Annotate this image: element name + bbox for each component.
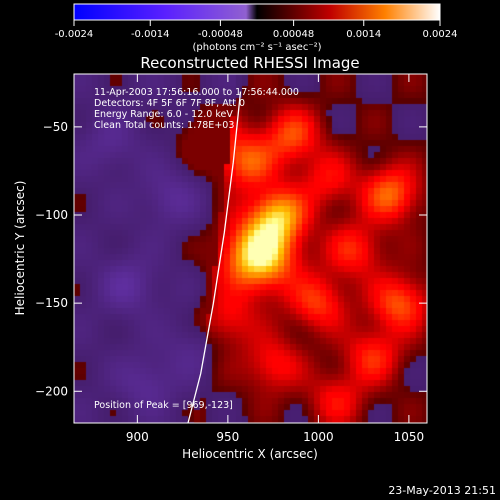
colorbar-tick-label: -0.0014 xyxy=(131,29,170,40)
colorbar xyxy=(73,3,441,21)
colorbar-tick-label: -0.0024 xyxy=(55,29,94,40)
y-tick-label: −50 xyxy=(43,120,68,134)
colorbar-ticks: -0.0024 -0.0014 -0.00048 0.00048 0.0014 0.002… xyxy=(55,20,458,40)
annotation-time: 11-Apr-2003 17:56:16.000 to 17:56:44.000 xyxy=(94,87,299,98)
annotation-clean: Clean Total counts: 1.78E+03 xyxy=(94,120,234,131)
colorbar-units: (photons cm⁻² s⁻¹ asec⁻²) xyxy=(192,42,321,53)
y-tick-label: −100 xyxy=(35,208,68,222)
chart-title: Reconstructed RHESSI Image xyxy=(140,54,359,72)
x-tick-label: 1000 xyxy=(303,430,334,444)
x-tick-label: 1050 xyxy=(394,430,425,444)
x-axis-label: Heliocentric X (arcsec) xyxy=(182,447,318,461)
heatmap-image xyxy=(74,74,427,423)
y-axis-label: Heliocentric Y (arcsec) xyxy=(13,181,27,316)
y-tick-label: −200 xyxy=(35,384,68,398)
footer-timestamp: 23-May-2013 21:51 xyxy=(388,484,496,497)
x-tick-label: 950 xyxy=(216,430,239,444)
colorbar-tick-label: 0.0014 xyxy=(346,29,381,40)
y-tick-label: −150 xyxy=(35,296,68,310)
colorbar-tick-label: 0.00048 xyxy=(273,29,314,40)
axis-ticks: 900 950 1000 1050 −50 −100 −150 −200 xyxy=(35,74,427,444)
colorbar-tick-label: 0.0024 xyxy=(423,29,458,40)
x-tick-label: 900 xyxy=(126,430,149,444)
annotation-detectors: Detectors: 4F 5F 6F 7F 8F, Att 0 xyxy=(94,98,245,109)
colorbar-tick-label: -0.00048 xyxy=(198,29,243,40)
solar-limb-line xyxy=(187,91,242,423)
annotation-energy: Energy Range: 6.0 - 12.0 keV xyxy=(94,109,233,120)
annotation-peak: Position of Peak = [969,-123] xyxy=(94,400,233,411)
plot-frame xyxy=(73,73,428,424)
